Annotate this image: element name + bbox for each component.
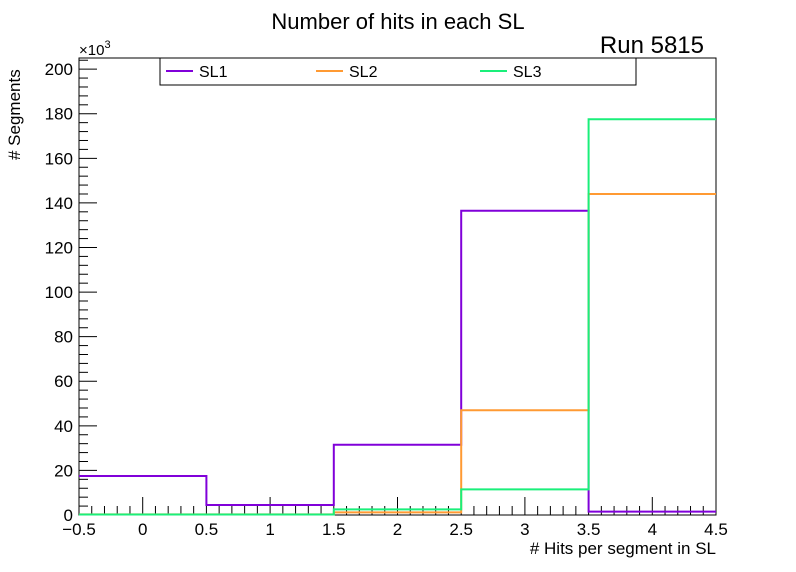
y-tick-label: 140 — [45, 194, 73, 213]
series-sl2-line — [79, 192, 716, 516]
y-tick-label: 160 — [45, 149, 73, 168]
plot-frame — [78, 57, 717, 516]
y-tick-label: 40 — [54, 417, 73, 436]
x-tick-label: 2 — [393, 520, 402, 539]
y-tick-label: 200 — [45, 60, 73, 79]
x-tick-label: 4.5 — [704, 520, 728, 539]
x-tick-label: 2.5 — [449, 520, 473, 539]
series-sl3-line — [79, 118, 716, 516]
x-tick-label: 0.5 — [195, 520, 219, 539]
y-axis-multiplier: ×103 — [79, 39, 111, 59]
run-annotation: Run 5815 — [600, 32, 704, 59]
chart-title: Number of hits in each SL — [271, 9, 524, 34]
y-tick-label: 60 — [54, 372, 73, 391]
y-tick-label: 100 — [45, 283, 73, 302]
legend: SL1 SL2 SL3 — [159, 57, 637, 86]
legend-label-sl2: SL2 — [349, 64, 378, 81]
legend-box — [159, 57, 637, 86]
y-tick-label: 80 — [54, 328, 73, 347]
y-tick-label: 20 — [54, 461, 73, 480]
y-tick-label: 120 — [45, 238, 73, 257]
y-tick-label: 0 — [64, 506, 73, 525]
x-tick-label: 3.5 — [577, 520, 601, 539]
series-sl1-line — [79, 209, 716, 513]
x-tick-label: 4 — [648, 520, 657, 539]
x-tick-label: 1.5 — [322, 520, 346, 539]
y-tick-label: 180 — [45, 105, 73, 124]
x-tick-label: 3 — [520, 520, 529, 539]
legend-label-sl1: SL1 — [199, 64, 228, 81]
x-tick-label: −0.5 — [62, 520, 96, 539]
x-tick-label: 0 — [138, 520, 147, 539]
x-axis-label: # Hits per segment in SL — [530, 539, 716, 558]
series-layer — [79, 118, 716, 516]
legend-label-sl3: SL3 — [513, 64, 542, 81]
y-axis-label: # Segments — [5, 69, 24, 160]
x-tick-label: 1 — [265, 520, 274, 539]
